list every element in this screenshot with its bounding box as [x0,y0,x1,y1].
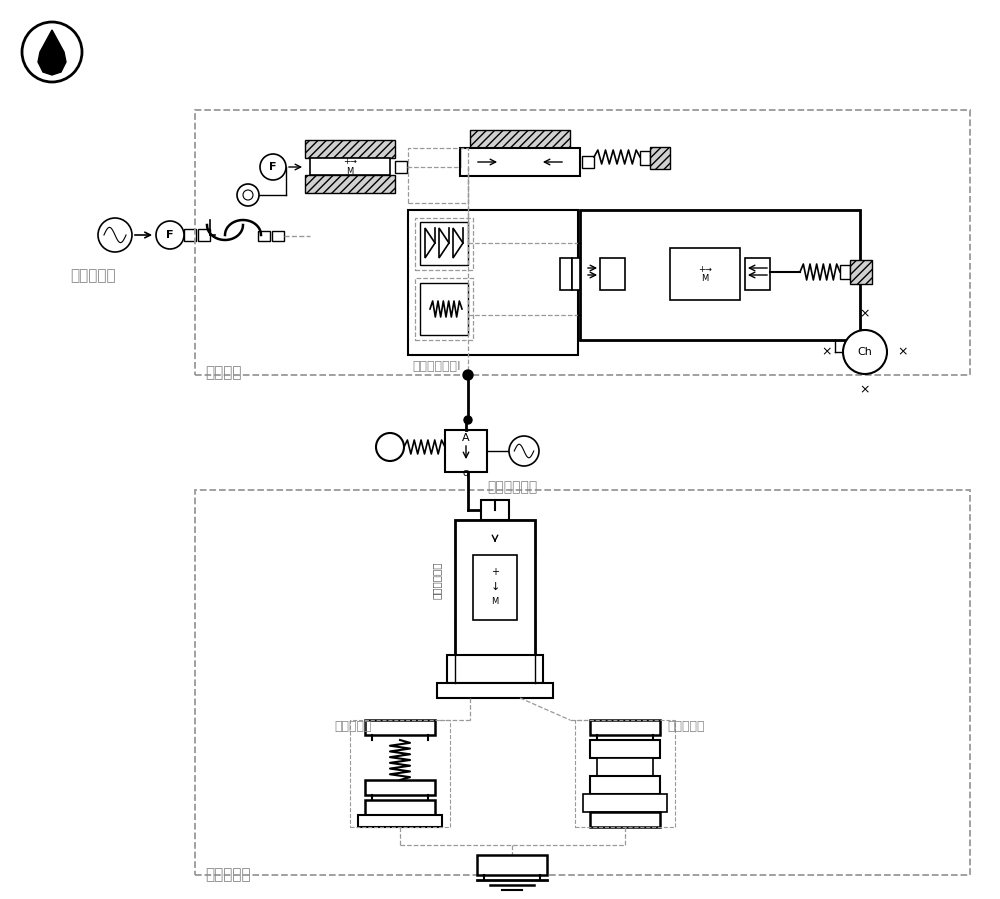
Text: M: M [701,274,709,283]
Text: +→: +→ [698,265,712,274]
Bar [481,500,509,520]
Polygon shape [38,30,66,75]
Bar [840,265,850,279]
Circle shape [98,218,132,252]
Bar [650,147,670,169]
Text: 第一段弹簧: 第一段弹簧 [334,720,372,733]
Bar [445,430,487,472]
Circle shape [22,22,82,82]
Text: +→: +→ [343,157,357,166]
Bar [272,231,284,241]
Bar [590,740,660,758]
Bar [580,210,860,340]
Bar [580,210,860,240]
Bar [420,222,468,265]
Bar [198,229,210,241]
Text: 第二段弹簧: 第二段弹簧 [667,720,704,733]
Circle shape [156,221,184,249]
Text: 踏板模拟器: 踏板模拟器 [205,867,251,882]
Bar [455,620,535,655]
Bar [580,310,860,340]
Bar [640,151,650,165]
Text: 制动主缸: 制动主缸 [205,365,242,380]
Text: F: F [269,162,277,172]
Bar [460,148,580,176]
Circle shape [509,436,539,466]
Bar [590,776,660,794]
Bar [408,210,578,355]
Text: 模拟器手控杆: 模拟器手控杆 [432,561,442,599]
Bar [358,815,442,827]
Bar [455,520,535,555]
Bar [365,800,435,815]
Text: F: F [166,230,174,240]
Text: M: M [491,597,499,606]
Bar [408,148,468,203]
Text: M: M [346,166,354,175]
Bar [473,555,517,620]
Text: 踏板力输入: 踏板力输入 [70,268,116,283]
Text: +: + [491,567,499,577]
Bar [447,655,543,683]
Bar [415,218,473,270]
Bar [745,258,770,290]
Bar [583,794,667,812]
Bar [365,720,435,735]
Text: q: q [463,468,469,478]
Bar [395,161,407,173]
Text: ×: × [860,307,870,321]
Circle shape [376,433,404,461]
Circle shape [260,154,286,180]
Bar [350,720,450,827]
Bar [415,278,473,340]
Bar [470,130,570,148]
Text: Ch: Ch [858,347,872,357]
Text: 模拟器控制阀: 模拟器控制阀 [487,480,537,494]
Bar [437,683,553,698]
Text: ×: × [898,345,908,359]
Bar [420,283,468,335]
Bar [195,110,970,375]
Bar [305,140,395,158]
Circle shape [463,370,473,380]
Bar [670,248,740,300]
Circle shape [243,190,253,200]
Bar [560,258,572,290]
Bar [597,758,653,776]
Bar [195,490,970,875]
Bar [600,258,625,290]
Bar [258,231,270,241]
Circle shape [237,184,259,206]
Bar [305,175,395,193]
Circle shape [843,330,887,374]
Bar [455,520,535,655]
Text: A: A [462,433,470,443]
Bar [477,855,547,875]
Bar [590,720,660,735]
Bar [310,158,390,175]
Bar [365,780,435,795]
Bar [572,258,580,290]
Bar [184,229,196,241]
Text: 制动主缸回路I: 制动主缸回路I [412,360,461,373]
Bar [575,720,675,827]
Text: ↓: ↓ [490,582,500,592]
Text: ×: × [860,384,870,396]
Circle shape [464,416,472,424]
Bar [590,812,660,827]
Text: ×: × [822,345,832,359]
Bar [850,260,872,284]
Bar [582,156,594,168]
